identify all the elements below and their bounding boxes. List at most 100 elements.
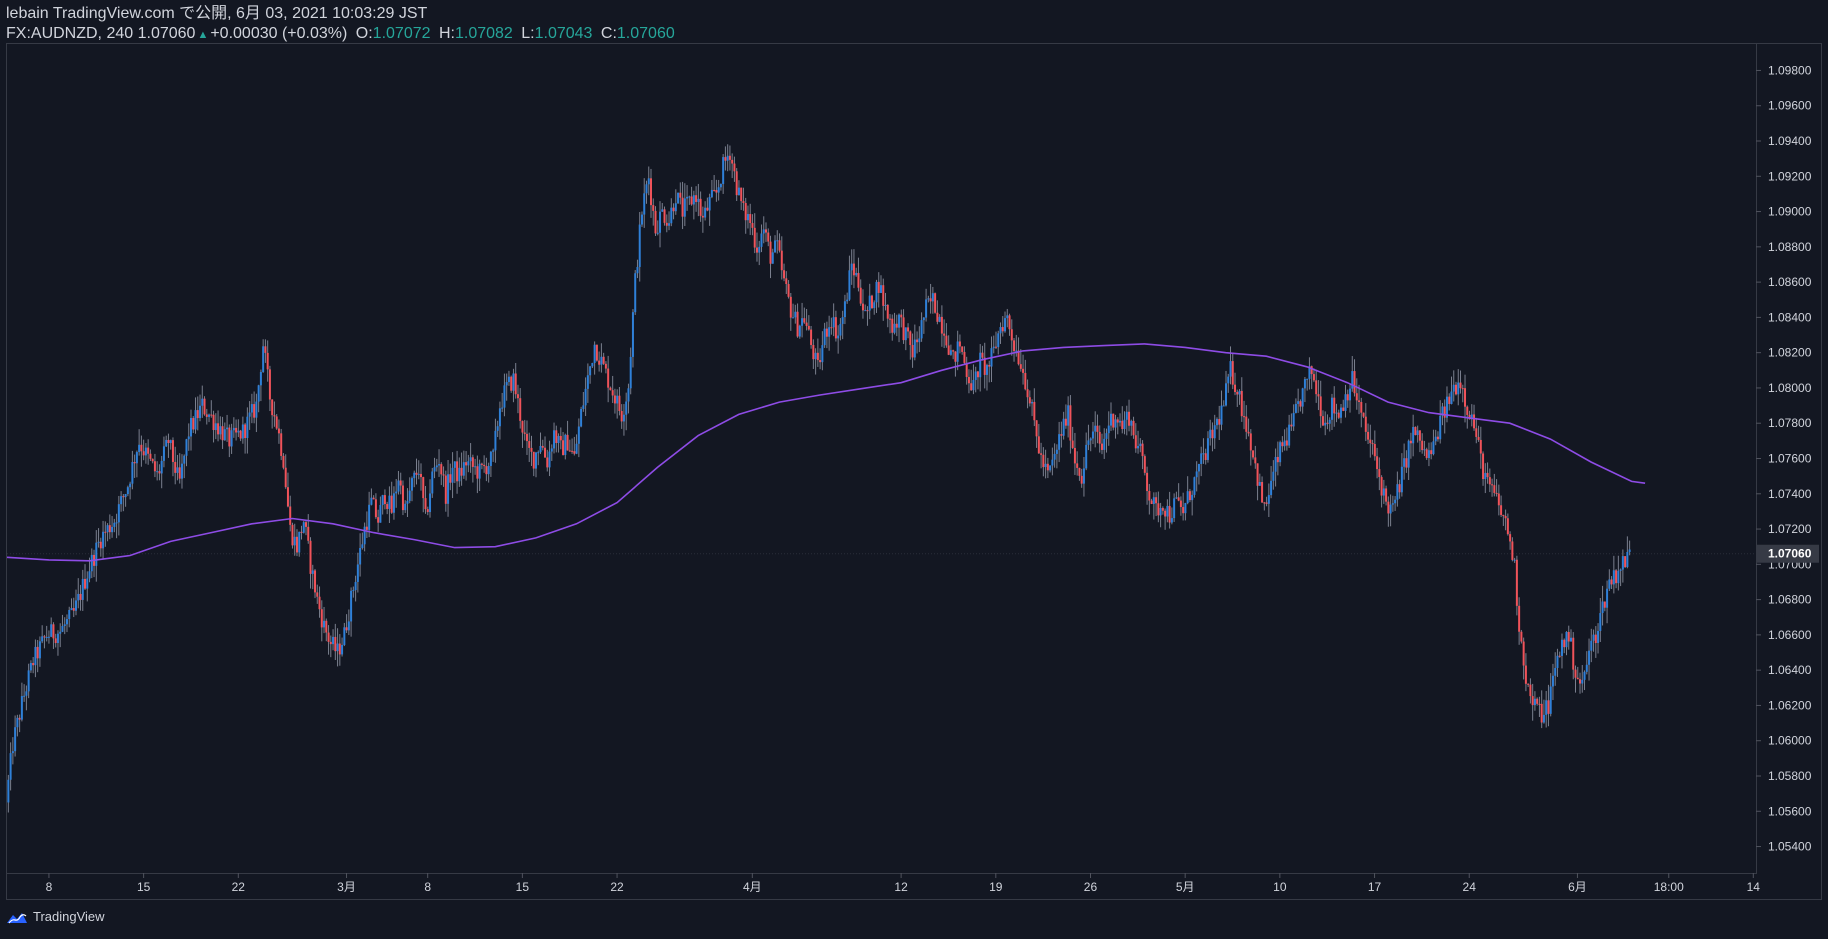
candle-up xyxy=(347,621,350,631)
candle-down xyxy=(789,296,792,318)
candle-down xyxy=(731,159,734,164)
candle-up xyxy=(634,273,637,313)
candle-down xyxy=(1448,396,1451,404)
candle-up xyxy=(1545,700,1548,715)
candle-up xyxy=(1389,504,1392,514)
price-tick-label: 1.05400 xyxy=(1768,840,1812,854)
brand-name[interactable]: TradingView xyxy=(33,909,105,924)
candle-down xyxy=(1204,453,1207,460)
candle-down xyxy=(1430,450,1433,455)
candle-up xyxy=(564,434,567,455)
candle-down xyxy=(1141,443,1144,457)
candle-up xyxy=(1349,388,1352,401)
time-tick-label: 14 xyxy=(1747,880,1761,894)
candle-down xyxy=(954,351,957,362)
candle-down xyxy=(1376,456,1379,470)
candle-down xyxy=(122,496,125,498)
candle-down xyxy=(1100,443,1103,450)
candle-down xyxy=(1443,406,1446,418)
candle-up xyxy=(1222,405,1225,407)
candle-down xyxy=(830,327,833,329)
candle-up xyxy=(81,578,84,600)
candle-down xyxy=(365,526,368,530)
candle-up xyxy=(1270,480,1273,496)
candle-down xyxy=(1252,450,1255,458)
candle-down xyxy=(386,504,389,509)
candle-up xyxy=(1560,639,1563,656)
candle-down xyxy=(1380,477,1383,496)
candle-up xyxy=(1412,426,1415,444)
candle-down xyxy=(1473,414,1476,429)
candle-up xyxy=(404,503,407,511)
candle-up xyxy=(478,463,481,479)
price-tick-label: 1.06600 xyxy=(1768,628,1812,642)
candle-down xyxy=(273,415,276,417)
candle-up xyxy=(688,196,691,198)
candle-up xyxy=(129,483,132,488)
candle-up xyxy=(38,641,41,659)
symbol-interval[interactable]: FX:AUDNZD, 240 xyxy=(6,25,134,42)
price-axis[interactable]: 1.05400 1.05600 1.05800 1.06000 1.06200 1.064… xyxy=(1756,63,1812,854)
candle-down xyxy=(769,241,772,264)
candle-down xyxy=(1211,429,1214,439)
candle-up xyxy=(677,192,680,204)
candle-up xyxy=(230,430,233,447)
candle-down xyxy=(196,410,199,419)
candle-down xyxy=(1017,350,1020,365)
candle-down xyxy=(834,317,837,339)
candle-up xyxy=(645,184,648,194)
candle-down xyxy=(1491,484,1494,486)
candle-up xyxy=(1193,477,1196,495)
candle-up xyxy=(1213,425,1216,439)
candle-down xyxy=(701,215,704,218)
candle-up xyxy=(1297,401,1300,404)
candle-down xyxy=(1042,454,1045,468)
price-tick-label: 1.08800 xyxy=(1768,240,1812,254)
time-axis[interactable]: 8 15 22 3月 8 15 22 4月 12 19 26 5月 10 17 24 6月 18:00 14 xyxy=(46,873,1761,894)
candle-up xyxy=(586,375,589,389)
price-change: +0.00030 (+0.03%) xyxy=(210,25,348,42)
candle-down xyxy=(142,451,145,456)
candle-up xyxy=(323,620,326,628)
candle-up xyxy=(1200,453,1203,464)
candle-down xyxy=(415,472,418,475)
candle-down xyxy=(916,339,919,343)
candle-down xyxy=(654,210,657,234)
candle-up xyxy=(111,526,114,533)
candle-down xyxy=(1249,433,1252,451)
candle-up xyxy=(113,522,116,527)
candle-up xyxy=(1416,430,1419,436)
candle-up xyxy=(1058,434,1061,450)
candle-down xyxy=(852,263,855,276)
candle-down xyxy=(318,596,321,610)
candle-down xyxy=(713,189,716,191)
candle-up xyxy=(1166,505,1169,517)
candle-down xyxy=(530,447,533,452)
candle-down xyxy=(1362,412,1365,417)
candle-down xyxy=(192,418,195,430)
candle-down xyxy=(1594,634,1597,644)
candle-down xyxy=(84,578,87,589)
candle-down xyxy=(1421,440,1424,451)
candle-up xyxy=(1599,613,1602,631)
candle-down xyxy=(424,498,427,510)
candle-down xyxy=(1574,669,1577,678)
candle-down xyxy=(825,328,828,337)
candle-down xyxy=(1290,424,1293,427)
candle-up xyxy=(843,301,846,318)
candle-down xyxy=(778,240,781,251)
candle-down xyxy=(36,646,39,659)
time-tick-label: 19 xyxy=(989,880,1003,894)
candle-up xyxy=(370,497,373,505)
candle-down xyxy=(442,474,445,476)
candle-up xyxy=(144,447,147,456)
candle-up xyxy=(1197,463,1200,472)
candle-up xyxy=(1229,361,1232,377)
open-value: 1.07072 xyxy=(372,25,431,42)
candle-up xyxy=(496,426,499,431)
candle-down xyxy=(18,717,21,720)
candle-down xyxy=(970,383,973,391)
candle-down xyxy=(1355,393,1358,401)
candle-down xyxy=(1522,641,1525,666)
